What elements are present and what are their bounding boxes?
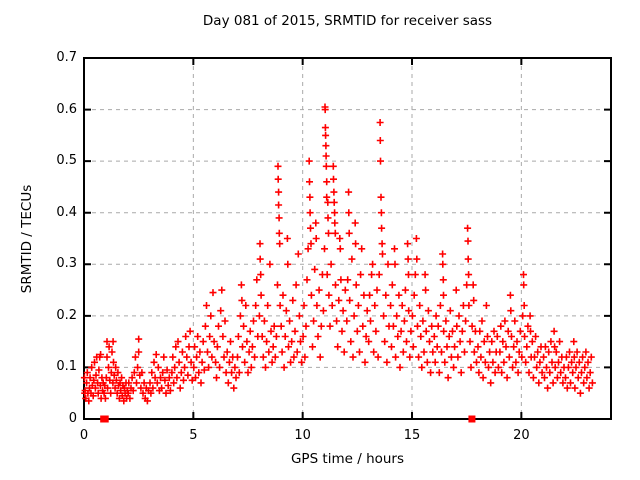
axis-ticks — [83, 57, 611, 420]
y-tick-label: 0.5 — [56, 153, 77, 169]
x-tick-label: 20 — [513, 428, 530, 443]
y-tick-label: 0.4 — [56, 204, 77, 220]
plot-border — [83, 57, 612, 420]
data-points-srmtid — [80, 103, 596, 405]
x-axis-label: GPS time / hours — [290, 451, 405, 467]
y-tick-label: 0.3 — [56, 256, 77, 272]
y-tick-label: 0.2 — [56, 307, 77, 323]
y-tick-label: 0.1 — [56, 359, 77, 375]
y-tick-label: 0.7 — [56, 50, 77, 65]
data-point-square — [468, 415, 476, 423]
x-tick-label: 5 — [189, 428, 198, 443]
chart-title: Day 081 of 2015, SRMTID for receiver sas… — [202, 13, 493, 29]
y-tick-label: 0.6 — [56, 101, 77, 117]
y-axis-label: SRMTID / TECUs — [19, 184, 35, 294]
x-tick-label: 10 — [294, 428, 311, 443]
x-tick-label: 15 — [403, 428, 421, 443]
y-tick-label: 0 — [68, 411, 77, 426]
gridlines — [84, 58, 611, 419]
data-point-square — [101, 415, 109, 423]
x-tick-label: 0 — [79, 428, 89, 443]
